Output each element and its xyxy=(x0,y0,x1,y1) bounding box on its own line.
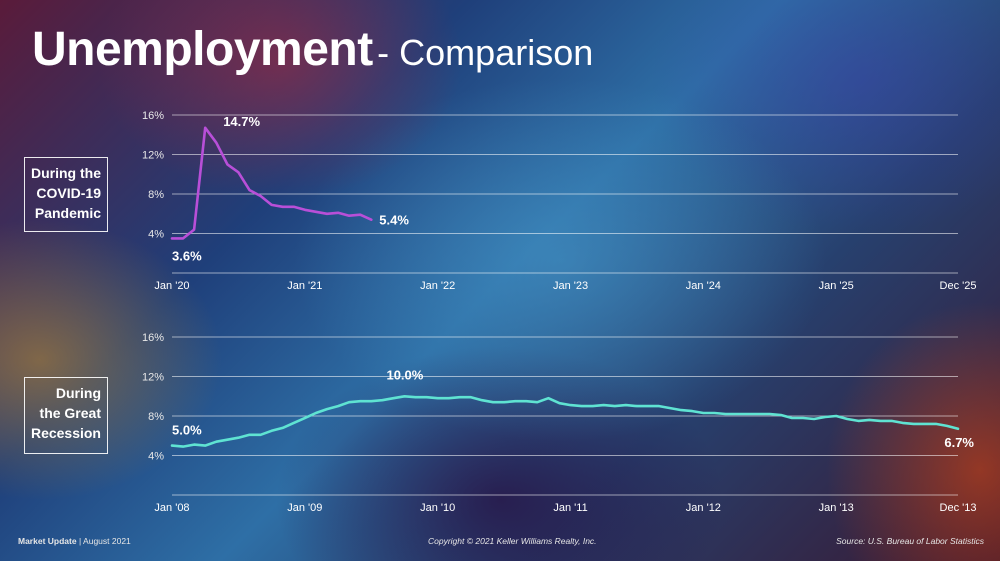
footer-date: | August 2021 xyxy=(78,536,131,546)
x-tick-label: Jan '23 xyxy=(553,280,588,292)
y-tick-label: 8% xyxy=(148,411,164,423)
y-tick-label: 12% xyxy=(142,372,164,384)
y-tick-label: 8% xyxy=(148,189,164,201)
y-tick-label: 16% xyxy=(142,332,164,344)
y-tick-label: 4% xyxy=(148,229,164,241)
x-tick-label: Jan '12 xyxy=(686,502,721,514)
x-tick-label: Dec '25 xyxy=(940,280,977,292)
covid-panel-label: During the COVID-19 Pandemic xyxy=(24,157,108,232)
data-label: 6.7% xyxy=(944,435,974,450)
data-label: 5.0% xyxy=(172,423,202,438)
footer-source: Source: U.S. Bureau of Labor Statistics xyxy=(836,536,984,546)
data-label: 3.6% xyxy=(172,248,202,263)
x-tick-label: Jan '09 xyxy=(287,502,322,514)
data-label: 5.4% xyxy=(379,213,409,228)
recession-panel-label: During the Great Recession xyxy=(24,377,108,454)
data-label: 10.0% xyxy=(386,367,423,382)
y-tick-label: 16% xyxy=(142,110,164,122)
title-main: Unemployment xyxy=(32,23,373,76)
data-label: 14.7% xyxy=(223,114,260,129)
y-tick-label: 4% xyxy=(148,451,164,463)
slide-title: Unemployment - Comparison xyxy=(32,22,593,77)
x-tick-label: Jan '22 xyxy=(420,280,455,292)
x-tick-label: Jan '25 xyxy=(819,280,854,292)
x-tick-label: Jan '11 xyxy=(553,502,587,514)
x-tick-label: Jan '21 xyxy=(287,280,322,292)
series-line xyxy=(170,394,960,448)
x-tick-label: Jan '24 xyxy=(686,280,721,292)
footer-market-update-label: Market Update xyxy=(18,536,77,546)
y-tick-label: 12% xyxy=(142,150,164,162)
x-tick-label: Dec '13 xyxy=(940,502,977,514)
title-sub: - Comparison xyxy=(377,32,594,73)
x-tick-label: Jan '10 xyxy=(420,502,455,514)
footer-market-update: Market Update | August 2021 xyxy=(18,536,131,546)
series-line xyxy=(170,126,373,240)
footer-copyright: Copyright © 2021 Keller Williams Realty,… xyxy=(428,536,597,546)
x-tick-label: Jan '08 xyxy=(154,502,189,514)
x-tick-label: Jan '20 xyxy=(154,280,189,292)
x-tick-label: Jan '13 xyxy=(819,502,854,514)
